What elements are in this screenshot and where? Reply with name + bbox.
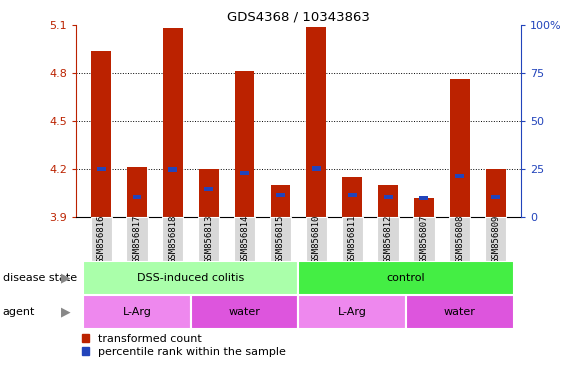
Bar — [191, 295, 298, 329]
Text: disease state: disease state — [3, 273, 77, 283]
Text: GSM856812: GSM856812 — [383, 215, 392, 263]
Bar — [235, 71, 254, 217]
Text: control: control — [387, 273, 425, 283]
Text: agent: agent — [3, 307, 35, 317]
Bar — [342, 177, 362, 217]
Bar — [306, 26, 326, 217]
Text: GSM856810: GSM856810 — [312, 215, 321, 263]
Text: GSM856816: GSM856816 — [97, 215, 106, 263]
Bar — [455, 174, 464, 178]
Bar — [414, 198, 434, 217]
Text: GSM856813: GSM856813 — [204, 215, 213, 263]
Bar — [298, 295, 406, 329]
Bar — [83, 295, 191, 329]
Bar — [491, 195, 500, 199]
Text: ▶: ▶ — [61, 305, 70, 318]
Bar — [298, 261, 513, 295]
Bar — [234, 217, 255, 261]
Text: GSM856808: GSM856808 — [455, 215, 464, 263]
Bar — [83, 261, 298, 295]
Bar — [449, 217, 470, 261]
Bar — [127, 217, 148, 261]
Bar — [406, 295, 513, 329]
Text: GSM856817: GSM856817 — [132, 215, 141, 263]
Bar — [342, 217, 363, 261]
Title: GDS4368 / 10343863: GDS4368 / 10343863 — [227, 11, 370, 24]
Bar — [378, 185, 398, 217]
Bar — [485, 217, 506, 261]
Text: ▶: ▶ — [61, 271, 70, 285]
Bar — [377, 217, 399, 261]
Bar — [97, 167, 105, 171]
Bar — [413, 217, 435, 261]
Bar — [348, 193, 356, 197]
Bar — [199, 169, 218, 217]
Bar — [132, 195, 141, 199]
Bar — [486, 169, 506, 217]
Bar — [270, 217, 291, 261]
Bar — [312, 166, 321, 171]
Text: GSM856807: GSM856807 — [419, 215, 428, 263]
Bar — [163, 28, 183, 217]
Bar — [383, 195, 392, 199]
Bar — [127, 167, 147, 217]
Bar — [204, 187, 213, 191]
Bar — [198, 217, 220, 261]
Text: GSM856815: GSM856815 — [276, 215, 285, 263]
Bar — [240, 170, 249, 175]
Bar — [419, 196, 428, 200]
Text: DSS-induced colitis: DSS-induced colitis — [137, 273, 244, 283]
Text: L-Arg: L-Arg — [338, 307, 367, 317]
Text: water: water — [444, 307, 476, 317]
Bar — [91, 217, 111, 261]
Text: GSM856811: GSM856811 — [348, 215, 357, 263]
Text: GSM856809: GSM856809 — [491, 215, 500, 263]
Bar — [168, 167, 177, 172]
Text: GSM856818: GSM856818 — [168, 215, 177, 263]
Bar — [91, 51, 111, 217]
Text: GSM856814: GSM856814 — [240, 215, 249, 263]
Bar — [162, 217, 184, 261]
Bar — [271, 185, 291, 217]
Legend: transformed count, percentile rank within the sample: transformed count, percentile rank withi… — [82, 334, 286, 357]
Bar — [276, 193, 285, 197]
Bar — [450, 79, 470, 217]
Text: L-Arg: L-Arg — [123, 307, 151, 317]
Bar — [306, 217, 327, 261]
Text: water: water — [229, 307, 261, 317]
